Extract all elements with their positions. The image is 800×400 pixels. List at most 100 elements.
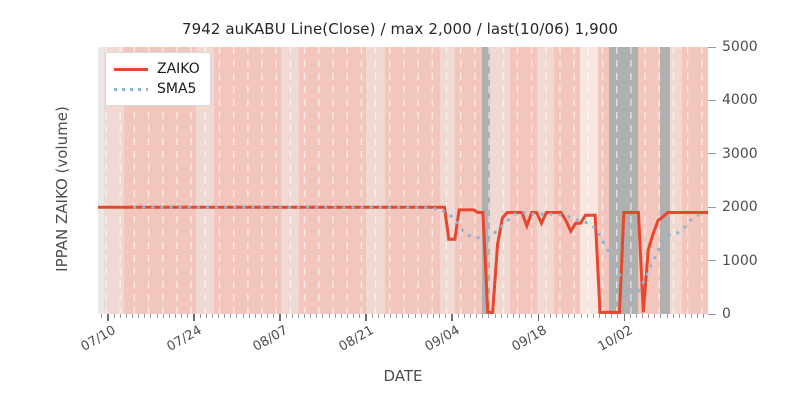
x-axis-minor-tick [549,314,551,318]
x-axis-minor-tick [267,314,269,318]
x-axis-minor-tick [371,314,373,318]
y-tick-label: 3000 [722,145,758,162]
x-axis-minor-tick [525,314,527,318]
y-tick-label: 0 [722,306,731,322]
x-axis-tick-label: 07/10 [79,323,119,355]
x-axis-tick-label: 08/21 [337,323,377,355]
background-band [682,47,708,314]
x-axis-title: DATE [383,367,423,385]
y-tick-mark-icon [708,46,716,48]
x-axis-minor-tick [162,314,164,318]
x-axis-major-tick [451,314,453,321]
x-axis-minor-tick [482,314,484,318]
x-axis-minor-tick [648,314,650,318]
x-axis-minor-tick [512,314,514,318]
x-axis-minor-tick [328,314,330,318]
x-axis-minor-tick [506,314,508,318]
x-axis-minor-tick [248,314,250,318]
y-tick-label: 5000 [722,39,758,55]
x-axis-minor-tick [340,314,342,318]
x-axis-minor-tick [654,314,656,318]
x-axis-minor-tick [310,314,312,318]
x-axis-minor-tick [562,314,564,318]
background-band [104,47,124,314]
grid-layer [98,47,708,314]
x-axis-minor-tick [586,314,588,318]
background-band [660,47,670,314]
x-axis-minor-tick [519,314,521,318]
x-axis-minor-tick [463,314,465,318]
x-axis-minor-tick [144,314,146,318]
x-axis-minor-tick [322,314,324,318]
x-axis-minor-tick [113,314,115,318]
background-band [439,47,455,314]
legend-label-sma5: SMA5 [157,81,197,97]
y-axis-tick: 4000 [708,92,758,108]
x-axis-minor-tick [254,314,256,318]
x-axis-minor-tick [218,314,220,318]
x-axis-minor-tick [420,314,422,318]
y-axis-tick: 5000 [708,39,758,55]
x-axis-minor-tick [181,314,183,318]
background-band [490,47,510,314]
x-axis-minor-tick [617,314,619,318]
x-axis-tick-label: 09/18 [509,323,549,355]
x-axis-minor-tick [691,314,693,318]
x-axis-minor-tick [334,314,336,318]
background-band [384,47,440,314]
chart-legend: ZAIKO SMA5 [105,52,211,106]
x-axis-minor-tick [543,314,545,318]
x-axis-minor-tick [156,314,158,318]
background-band [579,47,599,314]
background-band [454,47,483,314]
x-axis-minor-tick [488,314,490,318]
x-axis-minor-tick [316,314,318,318]
x-axis-minor-tick [605,314,607,318]
x-axis-minor-tick [426,314,428,318]
x-axis-minor-tick [347,314,349,318]
y-axis: 0 1000 2000 3000 4000 5000 [708,39,798,322]
x-axis-tick-label: 09/04 [423,323,463,355]
x-axis-minor-tick [230,314,232,318]
x-axis-minor-tick [377,314,379,318]
x-axis-minor-tick [304,314,306,318]
x-axis-minor-tick [187,314,189,318]
x-axis-minor-tick [684,314,686,318]
x-axis-minor-tick [199,314,201,318]
series-lines-layer [98,205,708,314]
y-tick-mark-icon [708,153,716,155]
series-line-zaiko [98,205,708,314]
x-axis-minor-tick [175,314,177,318]
x-axis-minor-tick [568,314,570,318]
y-axis-tick: 1000 [708,253,758,269]
background-band [554,47,580,314]
x-axis-minor-tick [353,314,355,318]
x-axis-major-tick [537,314,539,321]
x-axis-minor-tick [101,314,103,318]
x-axis-minor-tick [125,314,127,318]
x-axis-minor-tick [697,314,699,318]
x-axis-major-tick [107,314,109,321]
x-axis-minor-tick [678,314,680,318]
x-axis-minor-tick [469,314,471,318]
legend-label-zaiko: ZAIKO [157,61,200,77]
legend-item-sma5: SMA5 [114,79,200,99]
x-axis: 07/10 07/24 08/07 08/21 09/04 09/18 10/02 [79,314,708,374]
x-axis-minor-tick [611,314,613,318]
x-axis-minor-tick [531,314,533,318]
x-axis-minor-tick [390,314,392,318]
y-tick-label: 4000 [722,92,758,109]
x-axis-tick-label: 10/02 [595,323,635,355]
x-axis-minor-tick [592,314,594,318]
y-tick-mark-icon [708,206,716,208]
y-axis-tick: 0 [708,306,731,322]
x-axis-major-tick [193,314,195,321]
x-axis-minor-tick [132,314,134,318]
x-axis-minor-tick [242,314,244,318]
x-axis-major-tick [623,314,625,321]
x-axis-minor-tick [261,314,263,318]
x-axis-minor-tick [445,314,447,318]
x-axis-minor-tick [119,314,121,318]
x-axis-minor-tick [703,314,705,318]
